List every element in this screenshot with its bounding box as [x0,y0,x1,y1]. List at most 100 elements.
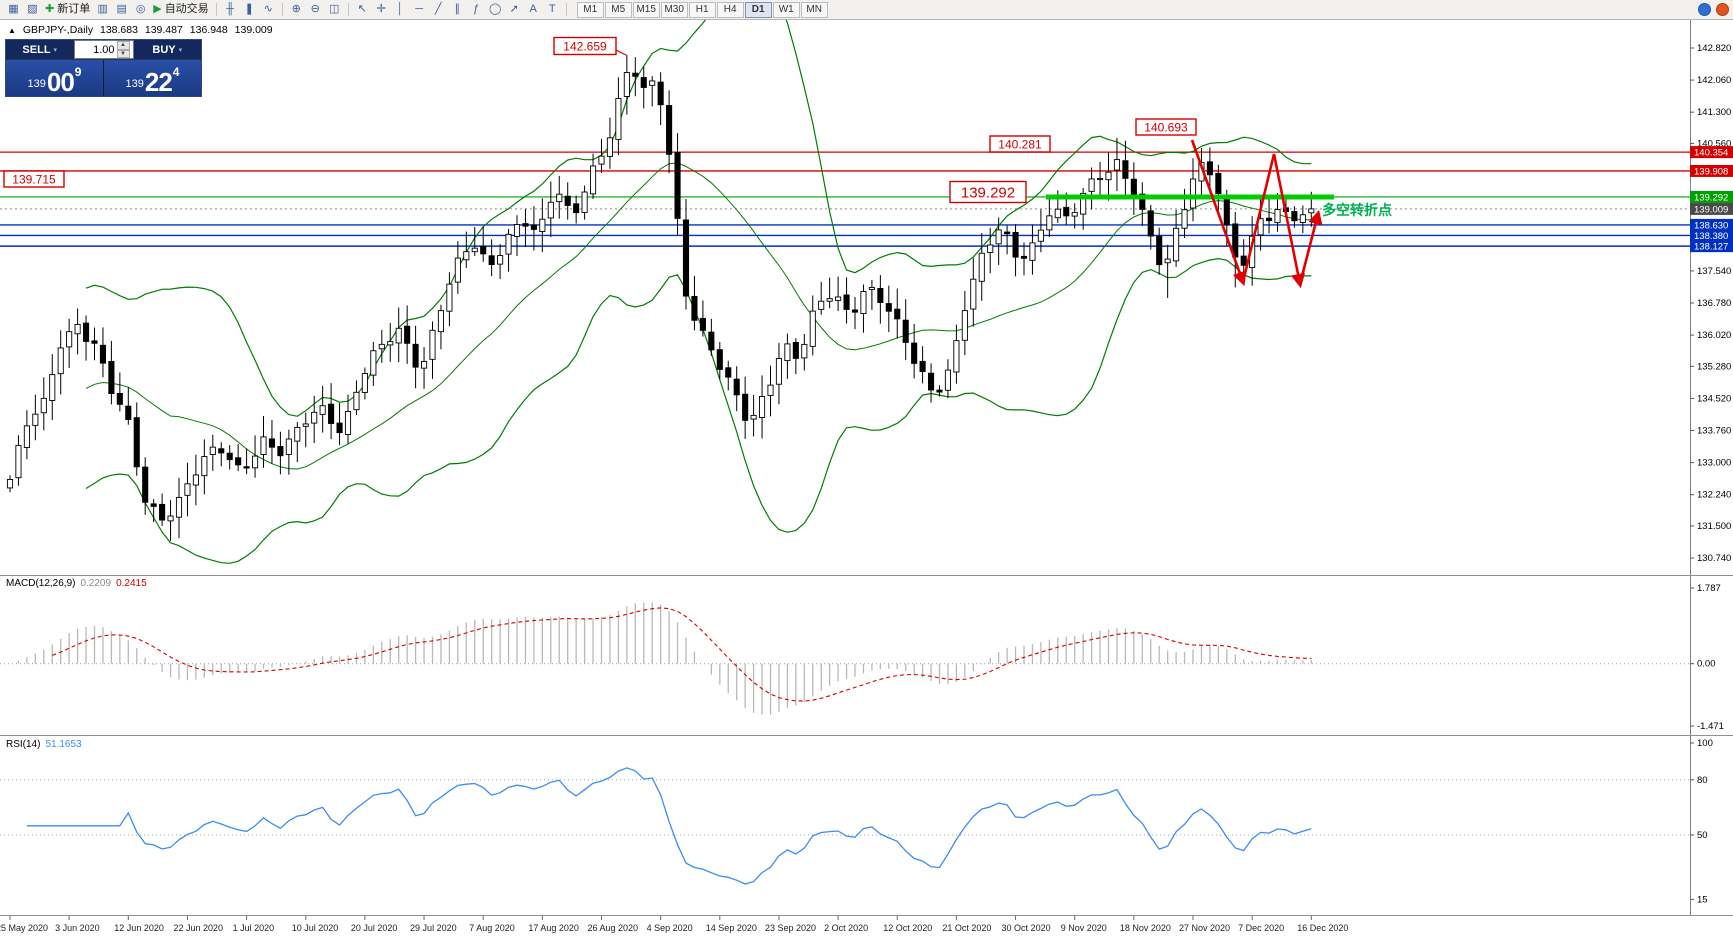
profiles-icon[interactable]: ▧ [23,1,42,18]
ohlc-low: 136.948 [189,24,228,36]
buy-price-sup: 4 [172,65,180,79]
sell-price-prefix: 139 [27,78,46,90]
svg-text:140.693: 140.693 [1144,120,1188,134]
text-label-glyph-icon: T [548,3,556,15]
sell-price-button[interactable]: 139 00 9 [6,60,104,96]
volume-up-button[interactable]: ▲ [116,41,130,50]
arrows-glyph-icon: ➚ [509,3,519,15]
buy-price-prefix: 139 [125,78,144,90]
new-order-label: 新订单 [57,3,91,15]
navigator-icon[interactable]: ◎ [131,1,150,18]
text-icon[interactable]: A [524,1,543,18]
buy-header-button[interactable]: BUY ▾ [133,40,201,59]
svg-text:30 Oct 2020: 30 Oct 2020 [1002,923,1051,933]
vertical-line-glyph-icon: │ [396,3,404,15]
timeframe-m15-button[interactable]: M15 [632,1,660,18]
buy-label: BUY [152,43,176,56]
svg-text:1 Jul 2020: 1 Jul 2020 [233,923,275,933]
macd-value-main: 0.2209 [80,578,112,589]
equidistant-channel-glyph-icon: ∥ [454,3,460,15]
candlestick-chart-icon[interactable]: ❚ [240,1,259,18]
fibonacci-icon[interactable]: ƒ [467,1,486,18]
new-chart-icon[interactable]: ▦ [4,1,23,18]
svg-text:12 Jun 2020: 12 Jun 2020 [114,923,164,933]
svg-text:130.740: 130.740 [1697,553,1731,564]
svg-text:21 Oct 2020: 21 Oct 2020 [942,923,991,933]
macd-signal-line [52,607,1312,702]
shapes-icon[interactable]: ◯ [486,1,505,18]
toolbar-separator [347,3,349,16]
main-chart-canvas[interactable]: 142.820 142.060 141.300 140.560 137.540 136.7… [0,20,1733,576]
cursor-icon[interactable]: ↖ [353,1,372,18]
timeframe-w1-button[interactable]: W1 [772,1,800,18]
new-order-button[interactable]: ✚ 新订单 [42,1,93,18]
timeframe-mn-button[interactable]: MN [800,1,828,18]
svg-text:134.520: 134.520 [1697,393,1731,404]
timeframe-d1-button[interactable]: D1 [744,1,772,18]
svg-text:137.540: 137.540 [1697,266,1731,277]
line-chart-glyph-icon: ∿ [263,3,273,15]
bollinger-bands-layer [85,20,1312,564]
annotation-labels: 142.659 139.715 140.281 139.292 140.693 [3,36,1197,204]
svg-text:15: 15 [1697,894,1708,905]
zoom-in-icon[interactable]: ⊕ [287,1,306,18]
bar-chart-icon[interactable]: ╫ [221,1,240,18]
zoom-out-icon[interactable]: ⊖ [306,1,325,18]
horizontal-line-icon[interactable]: ─ [410,1,429,18]
svg-text:27 Nov 2020: 27 Nov 2020 [1179,923,1230,933]
timeframe-m1-button[interactable]: M1 [576,1,604,18]
timeframe-h1-button[interactable]: H1 [688,1,716,18]
toolbar-separator [281,3,283,16]
svg-text:29 Jul 2020: 29 Jul 2020 [410,923,457,933]
svg-text:17 Aug 2020: 17 Aug 2020 [528,923,579,933]
svg-text:25 May 2020: 25 May 2020 [0,923,48,933]
tile-windows-glyph-icon: ◫ [328,3,340,15]
macd-name: MACD(12,26,9) [6,578,76,589]
macd-value-signal: 0.2415 [116,578,147,589]
chart-area: 142.820 142.060 141.300 140.560 137.540 136.7… [0,20,1733,942]
volume-input[interactable] [74,41,117,58]
macd-panel-canvas[interactable]: 1.787 0.00 -1.471 [0,576,1733,736]
line-chart-icon[interactable]: ∿ [259,1,278,18]
timeframe-m30-button[interactable]: M30 [660,1,688,18]
cursor-glyph-icon: ↖ [357,3,367,15]
crosshair-icon[interactable]: ✛ [372,1,391,18]
sell-header-button[interactable]: SELL ▾ [6,40,74,59]
vertical-line-icon[interactable]: │ [391,1,410,18]
timeframe-m5-button[interactable]: M5 [604,1,632,18]
bar-chart-glyph-icon: ╫ [226,3,235,15]
svg-text:142.659: 142.659 [563,39,607,53]
buy-price-button[interactable]: 139 22 4 [104,60,201,96]
volume-down-button[interactable]: ▼ [116,49,130,58]
chevron-down-icon: ▾ [53,46,58,54]
tile-windows-icon[interactable]: ◫ [325,1,344,18]
svg-text:139.009: 139.009 [1694,204,1728,215]
svg-text:多空转折点: 多空转折点 [1322,202,1392,218]
volume-stepper: ▲ ▼ [116,41,130,58]
market-watch-icon[interactable]: ▥ [93,1,112,18]
new-chart-glyph-icon: ▦ [8,3,19,15]
buy-price-big: 22 [144,66,173,97]
svg-text:16 Dec 2020: 16 Dec 2020 [1297,923,1348,933]
text-label-icon[interactable]: T [543,1,562,18]
text-glyph-icon: A [529,3,537,15]
data-window-icon[interactable]: ▤ [112,1,131,18]
svg-text:80: 80 [1697,775,1708,786]
sell-label: SELL [22,43,51,56]
equidistant-channel-icon[interactable]: ∥ [448,1,467,18]
rsi-axis: 100 80 50 15 [0,736,1733,916]
arrows-icon[interactable]: ➚ [505,1,524,18]
svg-text:7 Aug 2020: 7 Aug 2020 [469,923,515,933]
rsi-indicator-label: RSI(14) 51.1653 [6,739,82,750]
svg-text:132.240: 132.240 [1697,490,1731,501]
svg-text:-1.471: -1.471 [1697,721,1724,732]
candles-layer [6,54,1315,541]
trendline-icon[interactable]: ╱ [429,1,448,18]
timeframe-h4-button[interactable]: H4 [716,1,744,18]
rsi-panel-canvas[interactable]: 100 80 50 15 [0,736,1733,916]
svg-text:142.820: 142.820 [1697,43,1731,54]
community-icon[interactable] [1716,3,1729,16]
metaquotes-icon[interactable] [1698,3,1711,16]
auto-trading-button[interactable]: ▶ 自动交易 [150,1,211,18]
